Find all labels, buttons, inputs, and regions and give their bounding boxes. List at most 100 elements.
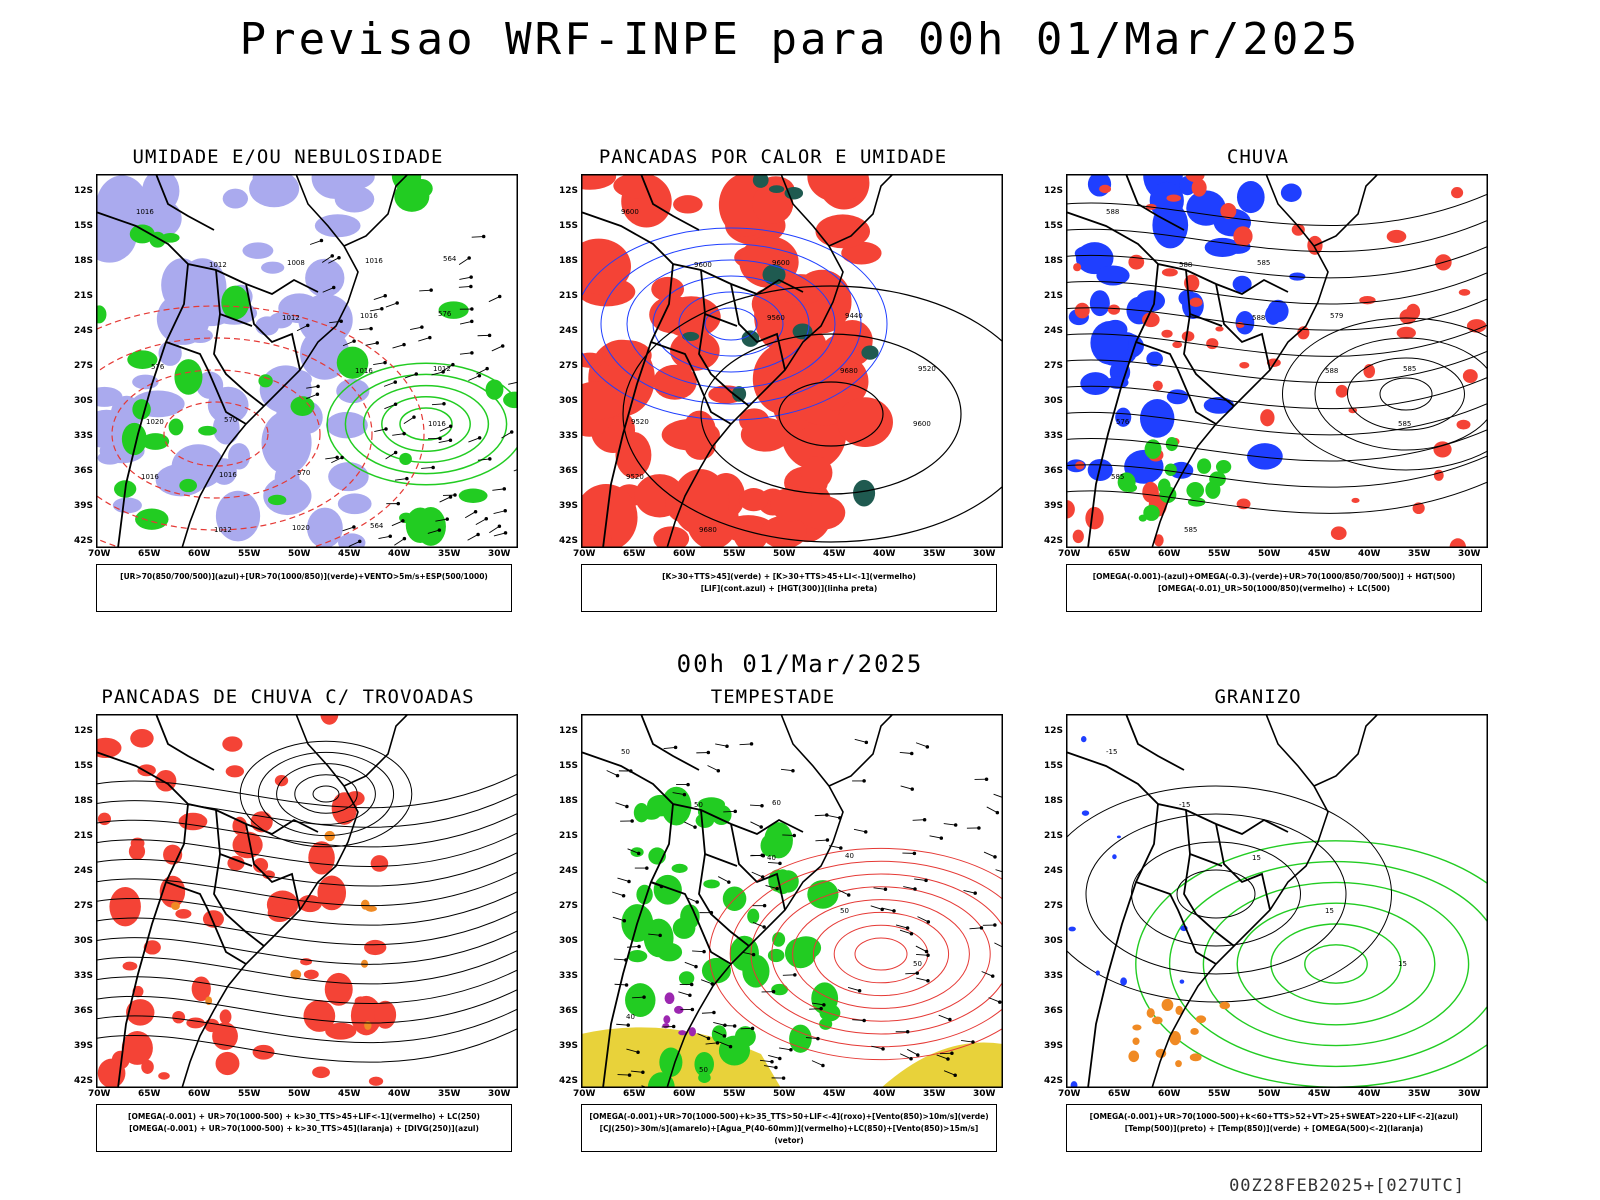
field-area [1161,268,1178,277]
wind-vector [459,352,472,355]
wind-vector [663,746,676,749]
field-area [345,791,365,806]
streamline [96,851,518,887]
wind-vector [322,287,334,293]
contour-line [257,751,395,837]
contour-line [344,373,508,475]
map-frame: 12S 15S 18S 21S 24S 27S 30S 33S 36S 39S 42S 70W 65W 6… [74,714,518,1099]
longitude-label: 40W [1358,549,1381,559]
longitude-label: 60W [1158,549,1181,559]
latitude-label: 39S [559,501,579,511]
field-area [1161,329,1173,338]
streamline [96,1008,518,1044]
latitude-label: 36S [1044,466,1064,476]
longitude-label: 40W [873,1089,896,1099]
coastline [1151,714,1379,1088]
latitude-label: 15S [1044,221,1064,231]
country-borders [96,174,319,548]
wind-vector [701,1012,714,1014]
wind-vector [606,770,618,776]
wind-vector [938,1014,951,1020]
field-area [760,515,807,548]
field-area [128,842,146,861]
field-area [328,462,369,492]
latitude-label: 30S [1044,396,1064,406]
wind-arrows [296,234,518,547]
field-area [96,386,123,407]
legend-line: [OMEGA(-0.001)+UR>70(1000-500)+k>35_TTS>… [589,1112,989,1121]
wind-vector [981,971,993,977]
field-area [663,1015,671,1024]
wind-vector [912,819,925,821]
field-area [225,765,245,778]
contour-label: 1012 [209,261,227,269]
field-area [1235,311,1255,335]
wind-vector [373,295,386,300]
field-area [1215,459,1232,474]
wind-vector [672,792,685,796]
field-area [212,411,240,445]
wind-vector [678,991,691,996]
field-area [800,456,833,490]
field-area [141,433,170,450]
longitude-label: 65W [1108,1089,1131,1099]
coastline [181,714,409,1088]
wind-vector [780,768,793,772]
field-area [738,488,769,512]
contour-label: 579 [1330,312,1343,320]
wind-vector [632,996,645,999]
latitude-label: 42S [559,536,579,546]
latitude-label: 27S [559,361,579,371]
contour-label: 588 [1252,314,1265,322]
field-area [1072,529,1084,544]
field-area [861,345,879,360]
contour-label: 576 [438,310,452,318]
wind-vector [723,810,736,813]
field-area [215,1051,240,1076]
wind-vector [917,916,929,923]
latitude-label: 12S [74,726,94,736]
field-area [695,813,715,828]
field-area [1206,338,1219,350]
contour-label: 1020 [146,418,164,426]
field-area [718,1035,751,1066]
field-area [747,908,760,924]
high-circulation [239,740,413,848]
wind-vector [871,1045,884,1050]
field-area [1116,835,1121,839]
latitude-label: 27S [74,361,94,371]
wind-vector [899,751,912,754]
thunder-red [96,714,397,1088]
field-area [1267,299,1289,323]
field-area [261,261,285,274]
field-area [298,894,322,913]
field-area [1247,443,1283,470]
streamline [1066,324,1488,357]
wind-vector [827,815,840,819]
wind-vector [378,535,391,540]
field-area [694,1051,714,1077]
field-area [752,174,769,188]
map-plot: 588 588 588 588 585 585 585 585 579 585 576 [1066,174,1488,548]
field-area [1115,407,1132,427]
field-area [1291,223,1305,236]
field-area [1152,201,1189,249]
field-area [711,804,732,826]
latitude-label: 30S [559,396,579,406]
field-area [1456,419,1471,430]
wind-vector [626,1048,639,1053]
temp-850-contours [1135,840,1488,1088]
field-area [122,961,138,971]
panel-title: CHUVA [1226,146,1290,168]
latitude-label: 15S [74,221,94,231]
field-area [771,983,788,996]
field-area [130,728,154,748]
field-area [1066,500,1075,519]
latitude-label: 33S [1044,431,1064,441]
field-area [1462,369,1478,383]
field-area [1073,263,1082,272]
wind-vector [986,806,998,814]
wind-vector [328,257,340,264]
field-area [701,957,731,984]
field-area [228,443,251,470]
